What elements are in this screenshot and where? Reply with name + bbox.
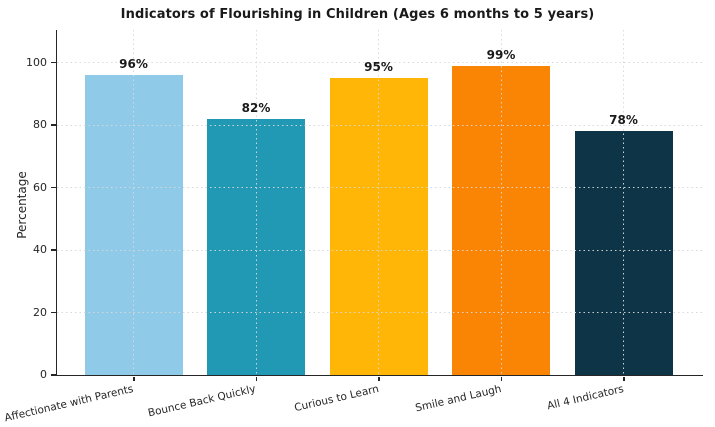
- x-tick-label: Curious to Learn: [292, 383, 380, 415]
- vertical-gridline: [378, 30, 379, 375]
- bar-value-label: 82%: [241, 100, 271, 115]
- bar-value-label: 95%: [364, 60, 393, 75]
- vertical-gridline: [623, 30, 624, 375]
- x-tick-mark: [500, 376, 503, 381]
- bar-value-label: 99%: [486, 47, 516, 62]
- y-tick-label: 100: [26, 55, 47, 69]
- vertical-gridline: [133, 30, 134, 375]
- vertical-gridline: [255, 30, 257, 375]
- vertical-gridline: [500, 30, 502, 375]
- x-tick-mark: [255, 376, 258, 381]
- x-tick-label: Smile and Laugh: [413, 383, 503, 415]
- y-tick-label: 20: [33, 305, 47, 319]
- x-tick-label: Bounce Back Quickly: [147, 383, 258, 420]
- y-tick-label: 0: [40, 368, 47, 381]
- bar-value-label: 78%: [609, 113, 638, 128]
- horizontal-gridline: [57, 124, 703, 126]
- y-tick-label: 60: [33, 180, 47, 194]
- y-tick-label: 80: [33, 118, 47, 131]
- bar-value-label: 96%: [119, 57, 148, 71]
- y-tick-mark: [51, 374, 56, 376]
- horizontal-gridline: [57, 187, 703, 188]
- y-tick-mark: [51, 124, 56, 126]
- y-axis-label: Percentage: [15, 171, 29, 239]
- y-tick-mark: [51, 311, 56, 314]
- horizontal-gridline: [57, 62, 703, 63]
- x-tick-label: All 4 Indicators: [545, 383, 625, 413]
- horizontal-gridline: [57, 312, 703, 313]
- chart-title: Indicators of Flourishing in Children (A…: [120, 7, 595, 22]
- y-tick-mark: [51, 249, 56, 251]
- x-tick-label: Affectionate with Parents: [3, 383, 135, 425]
- y-tick-label: 40: [33, 243, 47, 256]
- y-tick-mark: [51, 61, 56, 64]
- plot-area: 96% 82% 95% 99% 78%: [56, 30, 703, 376]
- x-tick-mark: [378, 376, 380, 381]
- x-tick-mark: [623, 376, 625, 381]
- y-tick-mark: [51, 186, 56, 189]
- horizontal-gridline: [57, 249, 703, 251]
- x-tick-mark: [133, 376, 135, 381]
